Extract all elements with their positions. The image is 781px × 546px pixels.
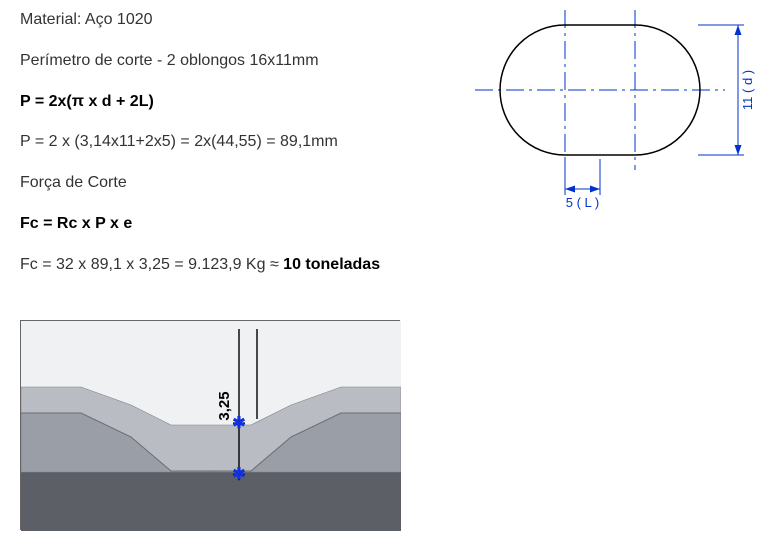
force-calc-prefix: Fc = 32 x 89,1 x 3,25 = 9.123,9 Kg ≈ (20, 256, 283, 273)
svg-text:✱: ✱ (232, 415, 245, 432)
obround-svg: 11 ( d ) 5 ( L ) (455, 10, 775, 230)
svg-text:11 ( d ): 11 ( d ) (740, 70, 755, 110)
svg-text:5 ( L ): 5 ( L ) (566, 195, 599, 210)
thickness-svg: ✱✱3,25 (21, 321, 401, 531)
force-calc: Fc = 32 x 89,1 x 3,25 = 9.123,9 Kg ≈ 10 … (20, 255, 761, 276)
thickness-figure: ✱✱3,25 (20, 320, 400, 530)
svg-text:✱: ✱ (232, 466, 245, 483)
svg-text:3,25: 3,25 (216, 391, 233, 420)
obround-diagram: 11 ( d ) 5 ( L ) (455, 10, 775, 230)
force-calc-result: 10 toneladas (283, 256, 380, 273)
